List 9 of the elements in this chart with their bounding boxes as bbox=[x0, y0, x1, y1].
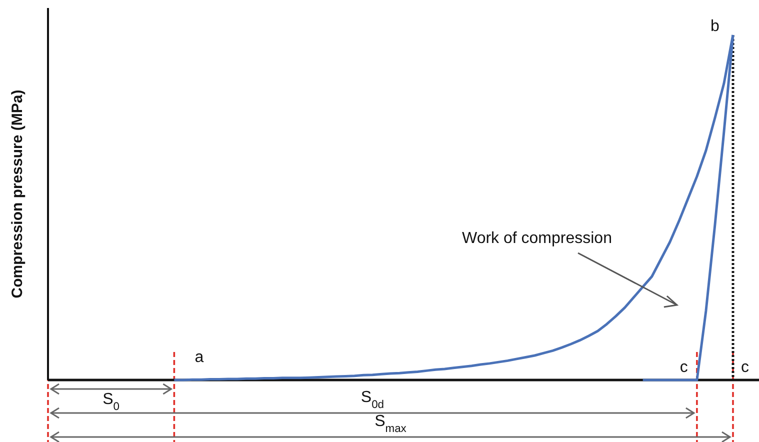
annotation: b bbox=[710, 18, 720, 35]
annotation: a bbox=[194, 349, 204, 366]
text: S$_{0}$ bbox=[102, 391, 120, 413]
annotation: Work of compression bbox=[462, 230, 612, 247]
text: S$_{max}$ bbox=[374, 413, 407, 435]
annotation: c bbox=[740, 359, 749, 376]
annotation: c bbox=[680, 359, 688, 376]
y-axis-title: Compression pressure (MPa) bbox=[9, 90, 26, 298]
text: S$_{0d}$ bbox=[360, 389, 384, 411]
